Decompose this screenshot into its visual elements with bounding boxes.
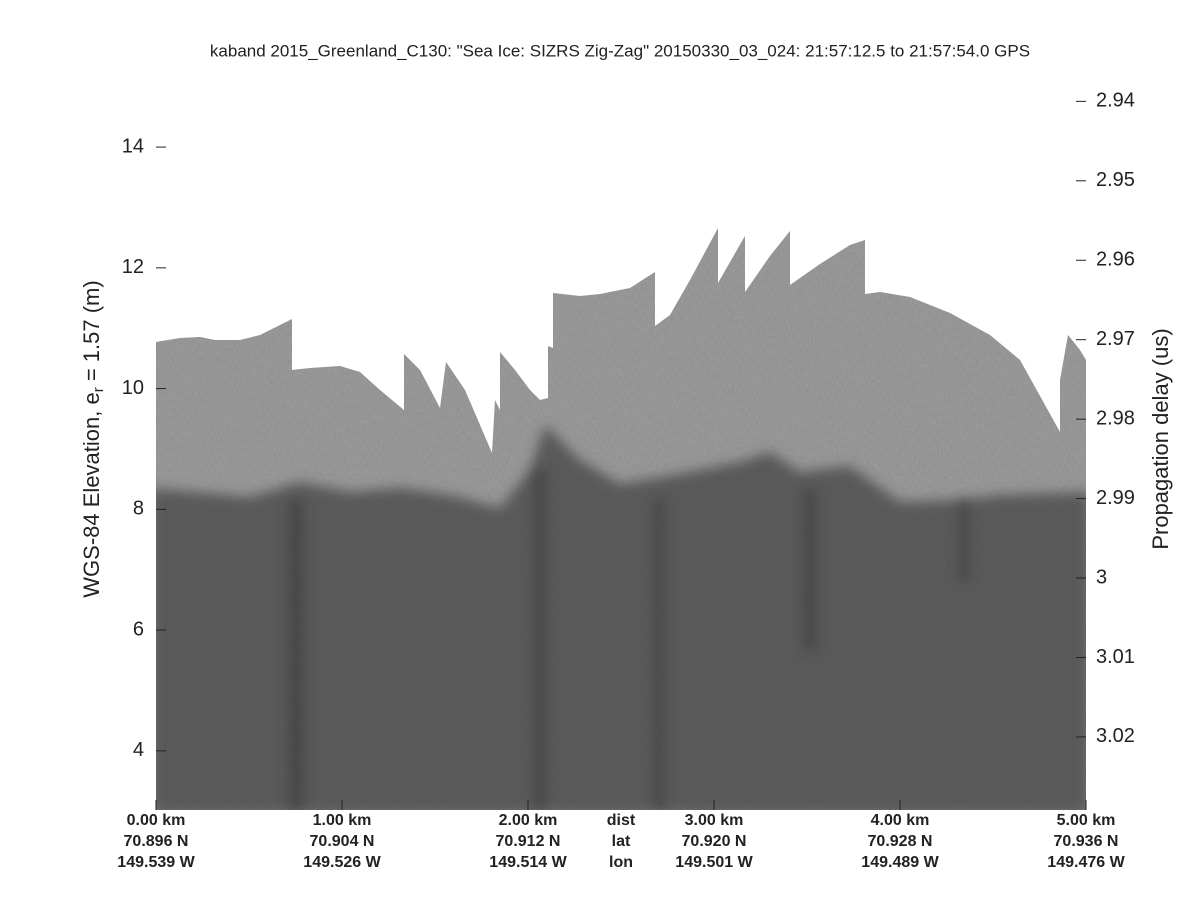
row-label: lat	[612, 833, 631, 850]
row-label: lon	[609, 854, 633, 871]
y2-tick-label: 3.02	[1096, 725, 1135, 747]
x-tick-label: 5.00 km	[1057, 812, 1116, 829]
y2-tick-label: 3.01	[1096, 646, 1135, 668]
y2-tick-label: 2.99	[1096, 487, 1135, 509]
x-lon-label: 149.501 W	[675, 854, 753, 871]
y2-tick-label: 2.96	[1096, 249, 1135, 271]
x-lon-label: 149.476 W	[1047, 854, 1125, 871]
y-axis-label: WGS-84 Elevation, er = 1.57 (m)	[79, 280, 107, 597]
x-tick-label: 0.00 km	[127, 812, 186, 829]
y2-tick-label: 3	[1096, 566, 1107, 588]
x-tick-label: 1.00 km	[313, 812, 372, 829]
y2-tick-label: 2.98	[1096, 407, 1135, 429]
y-tick-label: 12	[122, 256, 144, 278]
echogram-ice	[156, 425, 1086, 810]
y-tick-label: 10	[122, 377, 144, 399]
y2-tick-label: 2.97	[1096, 328, 1135, 350]
x-lon-label: 149.489 W	[861, 854, 939, 871]
x-lat-label: 70.928 N	[868, 833, 933, 850]
x-lat-label: 70.920 N	[682, 833, 747, 850]
x-lat-label: 70.904 N	[310, 833, 375, 850]
y2-axis-label: Propagation delay (us)	[1148, 328, 1173, 549]
x-lat-label: 70.912 N	[496, 833, 561, 850]
x-lon-label: 149.514 W	[489, 854, 567, 871]
row-label: dist	[607, 812, 636, 829]
y-tick-label: 6	[133, 618, 144, 640]
echogram-streaks	[290, 470, 968, 810]
x-tick-label: 4.00 km	[871, 812, 930, 829]
x-tick-label: 2.00 km	[499, 812, 558, 829]
x-lon-label: 149.526 W	[303, 854, 381, 871]
x-lat-label: 70.936 N	[1054, 833, 1119, 850]
y-tick-label: 14	[122, 135, 144, 157]
x-lat-label: 70.896 N	[124, 833, 189, 850]
y2-tick-label: 2.94	[1096, 90, 1135, 112]
echogram	[156, 228, 1086, 810]
x-lon-label: 149.539 W	[117, 854, 195, 871]
y-tick-label: 8	[133, 498, 144, 520]
chart-title: kaband 2015_Greenland_C130: "Sea Ice: SI…	[210, 41, 1030, 60]
y-tick-label: 4	[133, 739, 144, 761]
x-tick-label: 3.00 km	[685, 812, 744, 829]
y2-tick-label: 2.95	[1096, 169, 1135, 191]
